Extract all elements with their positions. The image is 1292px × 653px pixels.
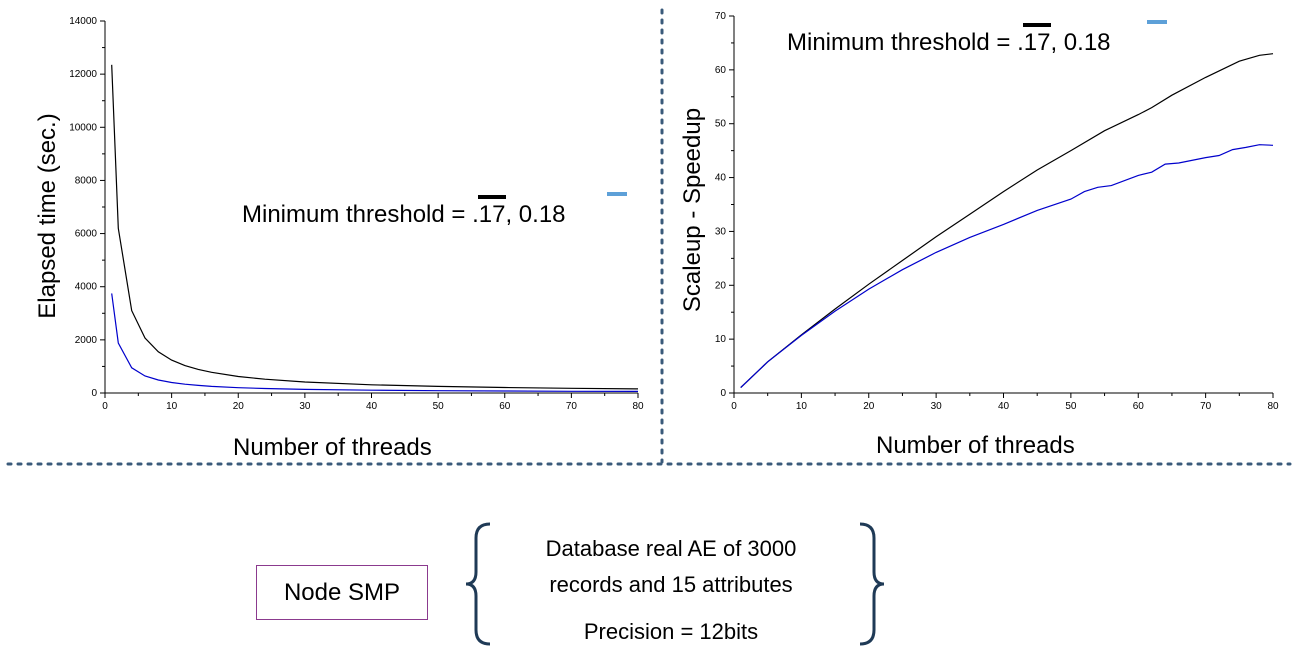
right-threshold-annotation: Minimum threshold = . 17, 0.18 <box>787 23 1111 57</box>
left-y-tick-label: 0 <box>91 388 97 399</box>
right-x-axis-label: Number of threads <box>876 432 1075 459</box>
database-info-line2: records and 15 attributes <box>549 572 793 597</box>
right-y-tick-label: 0 <box>720 388 726 399</box>
left-x-tick-label: 0 <box>102 401 108 412</box>
right-y-axis-label: Scaleup - Speedup <box>679 107 706 313</box>
left-x-tick-label: 30 <box>299 401 311 412</box>
left-y-axis-label: Elapsed time (sec.) <box>34 113 61 319</box>
right-x-tick-label: 50 <box>1065 401 1077 412</box>
left-x-tick-label: 60 <box>499 401 511 412</box>
right-y-tick-label: 20 <box>715 280 727 291</box>
right-x-tick-label: 30 <box>931 401 943 412</box>
right-threshold-blue-marker <box>1147 20 1167 24</box>
right-x-tick-label: 0 <box>731 401 737 412</box>
left-threshold-annotation: Minimum threshold = . 17, 0.18 <box>242 195 566 229</box>
braces <box>466 522 885 646</box>
precision-info: Precision = 12bits <box>583 619 759 644</box>
right-y-tick-label: 70 <box>715 11 727 22</box>
right-x-tick-label: 80 <box>1267 401 1279 412</box>
scaleup-speedup-chart: 0 10 20 30 40 50 60 70 0 10 20 30 40 50 60 70 80 <box>715 11 1279 412</box>
elapsed-time-chart: 0 2000 4000 6000 8000 10000 12000 14000 0 10 20 30 4… <box>69 16 644 412</box>
left-threshold-blue-marker <box>607 192 627 196</box>
left-y-tick-label: 8000 <box>75 175 98 186</box>
right-y-tick-label: 10 <box>715 334 727 345</box>
left-x-tick-label: 40 <box>366 401 378 412</box>
node-smp-label: Node SMP <box>283 578 401 606</box>
left-series-2-line <box>111 293 639 392</box>
right-y-tick-label: 40 <box>715 173 727 184</box>
left-y-tick-label: 2000 <box>75 335 98 346</box>
left-series-1-line <box>111 64 639 390</box>
left-x-tick-label: 80 <box>632 401 644 412</box>
right-y-tick-label: 50 <box>715 119 727 130</box>
right-x-tick-label: 40 <box>998 401 1010 412</box>
right-x-tick-label: 60 <box>1133 401 1145 412</box>
node-smp-box: Node SMP <box>256 565 428 620</box>
right-x-tick-label: 10 <box>796 401 808 412</box>
left-brace <box>466 522 491 646</box>
left-y-tick-label: 4000 <box>75 282 98 293</box>
left-y-tick-label: 10000 <box>69 122 97 133</box>
right-y-tick-label: 60 <box>715 65 727 76</box>
right-x-tick-label: 20 <box>863 401 875 412</box>
left-y-tick-label: 14000 <box>69 16 97 27</box>
left-x-tick-label: 70 <box>566 401 578 412</box>
right-y-tick-label: 30 <box>715 226 727 237</box>
database-info-line1: Database real AE of 3000 <box>545 536 797 561</box>
left-x-axis-label: Number of threads <box>233 434 432 461</box>
right-series-2-line <box>740 144 1274 389</box>
right-series-1-line <box>740 53 1274 389</box>
left-x-tick-label: 20 <box>233 401 245 412</box>
left-y-tick-label: 6000 <box>75 229 98 240</box>
left-x-tick-label: 10 <box>166 401 178 412</box>
left-y-tick-label: 12000 <box>69 69 97 80</box>
left-x-tick-label: 50 <box>433 401 445 412</box>
right-brace <box>859 522 885 646</box>
right-x-tick-label: 70 <box>1200 401 1212 412</box>
